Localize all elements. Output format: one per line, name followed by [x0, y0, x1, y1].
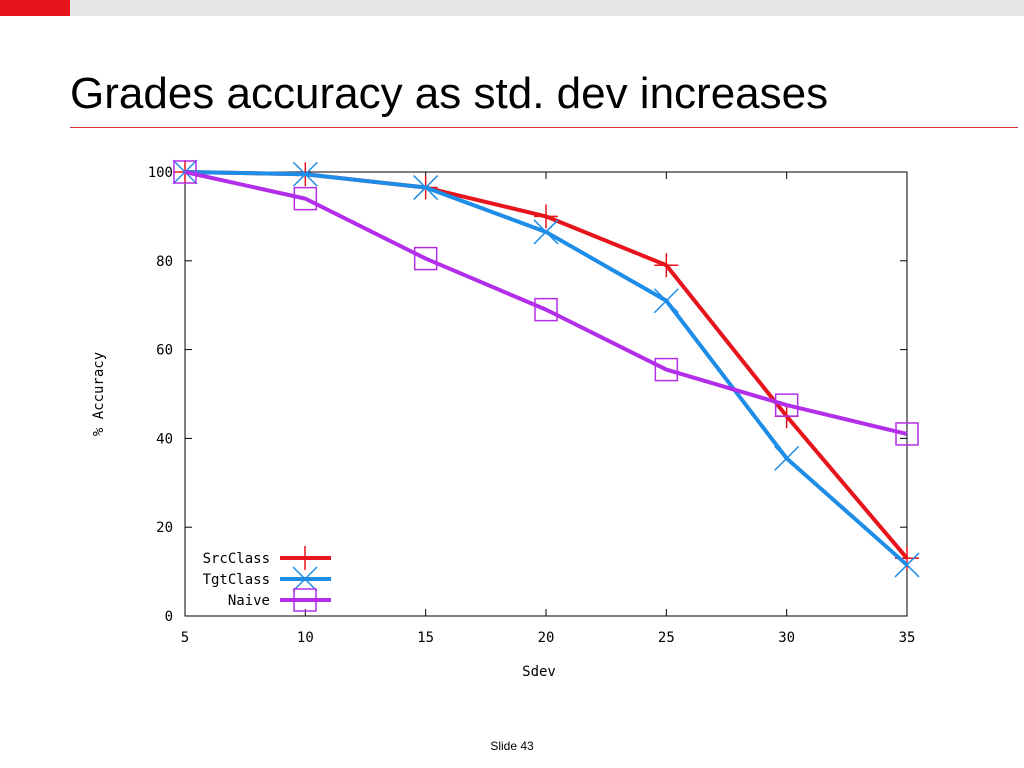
legend-label-srcclass: SrcClass — [203, 551, 270, 567]
series-line-naive — [184, 170, 908, 436]
x-tick-label: 25 — [658, 630, 675, 646]
data-point-naive — [895, 422, 919, 446]
x-tick-label: 10 — [297, 630, 314, 646]
legend-marker-naive — [293, 588, 317, 612]
legend-marker-srcclass — [293, 546, 317, 570]
top-bar — [70, 0, 1024, 16]
series-layer — [172, 159, 920, 578]
slide-number: Slide 43 — [490, 739, 534, 753]
legend-label-tgtclass: TgtClass — [203, 572, 270, 588]
data-point-tgtclass — [774, 445, 800, 471]
y-tick-label: 40 — [156, 431, 173, 447]
legend: SrcClass TgtClass Naive — [203, 546, 331, 612]
data-point-tgtclass — [413, 175, 439, 201]
x-axis-label: Sdev — [522, 664, 556, 680]
data-point-tgtclass — [533, 219, 559, 245]
y-tick-label: 0 — [165, 609, 173, 625]
x-tick-label: 30 — [778, 630, 795, 646]
data-point-naive — [534, 297, 558, 322]
y-axis-label: % Accuracy — [91, 352, 107, 436]
data-point-naive — [293, 186, 318, 211]
data-point-tgtclass — [653, 288, 679, 314]
data-point-srcclass — [654, 253, 679, 278]
x-tick-label: 15 — [417, 630, 434, 646]
plot-frame — [184, 171, 908, 617]
data-point-srcclass — [534, 204, 558, 229]
top-bar-accent — [0, 0, 70, 16]
legend-marker-tgtclass — [292, 566, 318, 592]
x-tick-label: 5 — [181, 630, 189, 646]
line-chart: 5 10 15 20 25 30 35 0 20 40 60 80 100 SrcClass TgtCla… — [91, 159, 920, 680]
data-point-naive — [413, 246, 438, 271]
data-point-naive — [654, 357, 679, 382]
data-point-tgtclass — [894, 552, 920, 578]
y-tick-label: 20 — [156, 520, 173, 536]
legend-label-naive: Naive — [228, 593, 270, 609]
slide-title: Grades accuracy as std. dev increases — [70, 69, 829, 118]
y-tick-label: 80 — [156, 254, 173, 270]
title-divider — [70, 127, 1018, 128]
x-tick-label: 35 — [899, 630, 916, 646]
x-tick-label: 20 — [538, 630, 555, 646]
y-tick-label: 60 — [156, 343, 173, 359]
data-point-tgtclass — [292, 161, 318, 187]
data-point-naive — [173, 160, 197, 184]
data-point-naive — [774, 393, 799, 417]
axis-ticks: 5 10 15 20 25 30 35 0 20 40 60 80 100 — [148, 165, 916, 646]
y-tick-label: 100 — [148, 165, 173, 181]
